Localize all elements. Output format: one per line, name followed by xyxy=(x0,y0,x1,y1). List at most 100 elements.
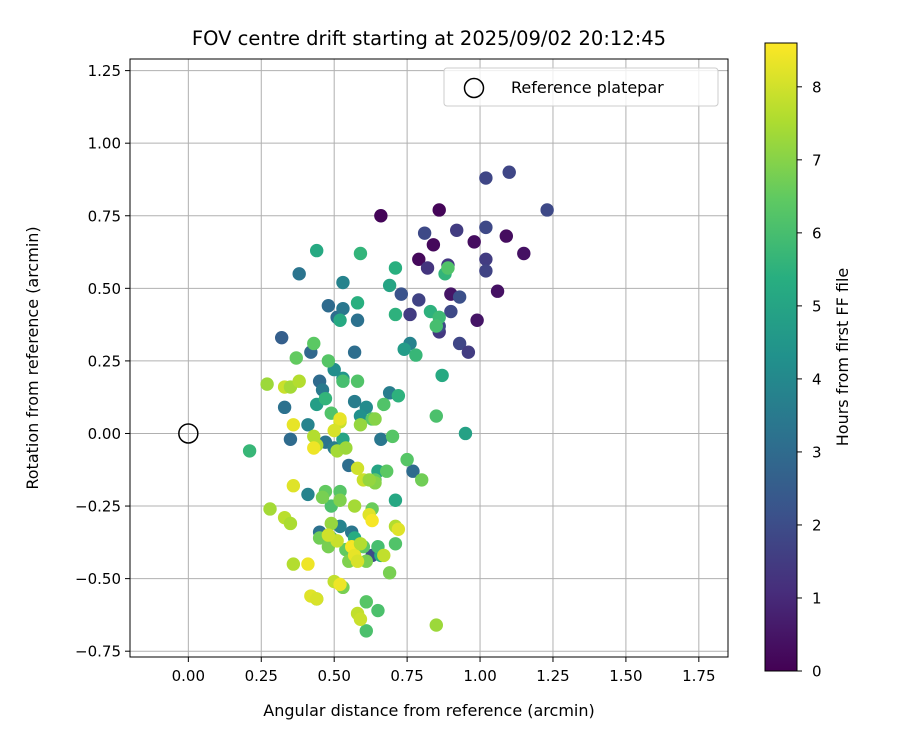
data-point-60 xyxy=(309,243,324,258)
colorbar-tick-label-6: 6 xyxy=(812,224,822,242)
data-point-163 xyxy=(368,412,382,426)
data-point-110 xyxy=(371,603,385,618)
y-tick-label-8: 1.25 xyxy=(88,62,121,80)
y-tick-label-7: 1.00 xyxy=(88,135,121,153)
data-point-64 xyxy=(388,307,403,322)
x-tick-label-1: 0.25 xyxy=(245,667,278,685)
data-point-13 xyxy=(479,220,493,235)
data-point-149 xyxy=(353,537,368,551)
data-point-32 xyxy=(321,299,336,313)
data-point-90 xyxy=(289,351,303,365)
y-tick-label-2: −0.25 xyxy=(75,498,121,516)
colorbar-gradient xyxy=(764,42,798,672)
colorbar-label: Hours from first FF file xyxy=(833,268,852,447)
data-point-21 xyxy=(412,293,426,307)
data-point-51 xyxy=(406,464,420,478)
y-tick-label-3: 0.00 xyxy=(88,425,121,443)
y-tick-label-0: −0.75 xyxy=(75,643,121,661)
data-point-12 xyxy=(540,203,554,217)
data-point-131 xyxy=(339,441,353,455)
data-point-7 xyxy=(490,284,505,298)
data-point-84 xyxy=(429,319,443,333)
colorbar-tick-label-3: 3 xyxy=(812,443,822,461)
data-point-58 xyxy=(333,313,347,327)
data-point-159 xyxy=(377,548,391,563)
chart-title: FOV centre drift starting at 2025/09/02 … xyxy=(192,27,666,50)
data-point-41 xyxy=(277,400,292,415)
data-point-85 xyxy=(441,261,455,275)
data-point-37 xyxy=(347,345,362,359)
data-point-31 xyxy=(274,330,289,345)
data-point-3 xyxy=(412,252,426,267)
data-point-86 xyxy=(350,374,365,388)
plot-area xyxy=(130,59,728,657)
data-point-36 xyxy=(350,313,365,327)
legend-box xyxy=(443,67,719,107)
data-point-20 xyxy=(394,287,408,301)
data-point-10 xyxy=(479,171,493,185)
data-point-27 xyxy=(461,345,476,359)
data-point-133 xyxy=(307,441,321,455)
data-point-79 xyxy=(391,389,406,403)
reference-point xyxy=(178,423,199,444)
data-point-158 xyxy=(365,513,379,528)
data-point-162 xyxy=(429,618,443,632)
data-point-153 xyxy=(350,461,365,476)
data-point-75 xyxy=(318,391,333,406)
data-point-139 xyxy=(301,557,315,571)
y-axis-ticks: −0.75 −0.50 −0.25 0.00 0.25 0.50 0.75 1.00 1.25 xyxy=(75,62,130,661)
x-tick-label-2: 0.50 xyxy=(317,667,350,685)
data-point-143 xyxy=(333,577,347,592)
data-point-61 xyxy=(353,246,368,261)
data-point-94 xyxy=(385,429,400,444)
x-tick-label-6: 1.50 xyxy=(609,667,642,685)
x-axis-ticks: 0.00 0.25 0.50 0.75 1.00 1.25 1.50 1.75 xyxy=(172,657,716,685)
data-point-57 xyxy=(397,342,411,356)
data-point-52 xyxy=(301,487,315,502)
data-point-70 xyxy=(435,368,449,383)
data-point-132 xyxy=(286,418,301,432)
y-tick-label-6: 0.75 xyxy=(88,207,121,225)
colorbar-tick-label-7: 7 xyxy=(812,151,822,169)
data-point-26 xyxy=(452,336,467,351)
data-point-22 xyxy=(403,307,417,322)
x-axis-label: Angular distance from reference (arcmin) xyxy=(263,701,594,720)
data-point-164 xyxy=(353,418,368,432)
colorbar-tick-label-5: 5 xyxy=(812,297,822,315)
data-point-62 xyxy=(382,278,397,293)
data-point-155 xyxy=(362,473,376,487)
colorbar-tick-label-1: 1 xyxy=(812,589,822,607)
data-point-9 xyxy=(470,313,484,327)
grid xyxy=(130,59,728,657)
data-point-150 xyxy=(350,554,365,568)
data-point-93 xyxy=(377,397,391,412)
data-point-108 xyxy=(382,566,397,580)
data-point-11 xyxy=(502,165,516,179)
colorbar-ticks: 0 1 2 3 4 5 6 7 8 xyxy=(797,78,822,681)
data-point-137 xyxy=(283,516,298,531)
data-point-107 xyxy=(388,537,403,551)
data-point-87 xyxy=(336,374,350,388)
data-point-1 xyxy=(432,203,446,217)
colorbar: 0 1 2 3 4 5 6 7 8 Hours from first FF file xyxy=(764,42,852,681)
data-point-16 xyxy=(420,261,435,275)
plot-frame xyxy=(129,58,729,658)
data-point-88 xyxy=(321,354,336,368)
x-tick-label-5: 1.25 xyxy=(536,667,569,685)
data-point-24 xyxy=(444,304,458,319)
y-tick-label-5: 0.50 xyxy=(88,280,121,298)
data-point-34 xyxy=(336,301,350,316)
data-point-109 xyxy=(359,595,373,609)
legend: Reference platepar xyxy=(443,67,719,107)
y-tick-label-1: −0.50 xyxy=(75,570,121,588)
data-point-161 xyxy=(391,522,406,536)
x-tick-label-0: 0.00 xyxy=(172,667,205,685)
data-point-96 xyxy=(415,473,429,487)
data-point-83 xyxy=(429,409,443,423)
data-point-144 xyxy=(324,516,338,531)
data-point-69 xyxy=(242,444,257,458)
data-point-156 xyxy=(347,499,362,513)
colorbar-tick-label-8: 8 xyxy=(812,78,822,96)
x-tick-label-7: 1.75 xyxy=(682,667,715,685)
